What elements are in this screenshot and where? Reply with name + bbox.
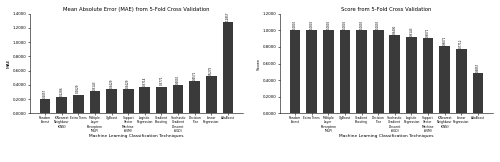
- Text: 0.4000: 0.4000: [176, 75, 180, 84]
- Bar: [190, 81, 200, 113]
- Bar: [323, 30, 334, 113]
- Text: 0.4857: 0.4857: [476, 63, 480, 72]
- Title: Score from 5-Fold Cross Validation: Score from 5-Fold Cross Validation: [342, 7, 432, 12]
- Bar: [440, 46, 450, 113]
- Text: 1.0000: 1.0000: [326, 20, 330, 29]
- X-axis label: Machine Learning Classification Techniques: Machine Learning Classification Techniqu…: [90, 134, 184, 139]
- Bar: [456, 49, 466, 113]
- Text: 0.2057: 0.2057: [43, 88, 47, 98]
- Text: 1.0000: 1.0000: [376, 20, 380, 29]
- Text: 1.0000: 1.0000: [343, 20, 347, 29]
- Text: 0.9143: 0.9143: [410, 27, 414, 36]
- Bar: [306, 30, 317, 113]
- Bar: [422, 38, 434, 113]
- Text: 0.8071: 0.8071: [442, 36, 446, 45]
- Text: 0.7712: 0.7712: [460, 39, 464, 48]
- Bar: [172, 85, 184, 113]
- Bar: [140, 87, 150, 113]
- X-axis label: Machine Learning Classification Techniques: Machine Learning Classification Techniqu…: [340, 134, 434, 139]
- Title: Mean Absolute Error (MAE) from 5-Fold Cross Validation: Mean Absolute Error (MAE) from 5-Fold Cr…: [64, 7, 210, 12]
- Bar: [106, 89, 117, 113]
- Text: 1.2857: 1.2857: [226, 11, 230, 21]
- Bar: [90, 91, 101, 113]
- Bar: [406, 37, 417, 113]
- Bar: [222, 22, 234, 113]
- Text: 0.3429: 0.3429: [126, 78, 130, 88]
- Text: 1.0000: 1.0000: [310, 20, 314, 29]
- Bar: [390, 35, 400, 113]
- Text: 0.3143: 0.3143: [93, 80, 97, 90]
- Bar: [340, 30, 350, 113]
- Text: 0.5275: 0.5275: [210, 65, 214, 75]
- Text: 0.2629: 0.2629: [76, 84, 80, 93]
- Bar: [472, 73, 484, 113]
- Text: 0.9071: 0.9071: [426, 28, 430, 37]
- Text: 1.0000: 1.0000: [293, 20, 297, 29]
- Text: 0.3771: 0.3771: [160, 76, 164, 85]
- Bar: [206, 76, 216, 113]
- Y-axis label: Score: Score: [257, 58, 261, 70]
- Bar: [123, 89, 134, 113]
- Text: 0.3429: 0.3429: [110, 78, 114, 88]
- Text: 1.0000: 1.0000: [360, 20, 364, 29]
- Text: 0.3714: 0.3714: [143, 76, 147, 86]
- Text: 0.2286: 0.2286: [60, 87, 64, 96]
- Text: 0.4571: 0.4571: [192, 70, 196, 80]
- Bar: [290, 30, 300, 113]
- Text: 0.9400: 0.9400: [393, 25, 397, 34]
- Bar: [73, 95, 84, 113]
- Y-axis label: MAE: MAE: [7, 59, 11, 68]
- Bar: [156, 87, 167, 113]
- Bar: [373, 30, 384, 113]
- Bar: [40, 99, 50, 113]
- Bar: [56, 97, 67, 113]
- Bar: [356, 30, 367, 113]
